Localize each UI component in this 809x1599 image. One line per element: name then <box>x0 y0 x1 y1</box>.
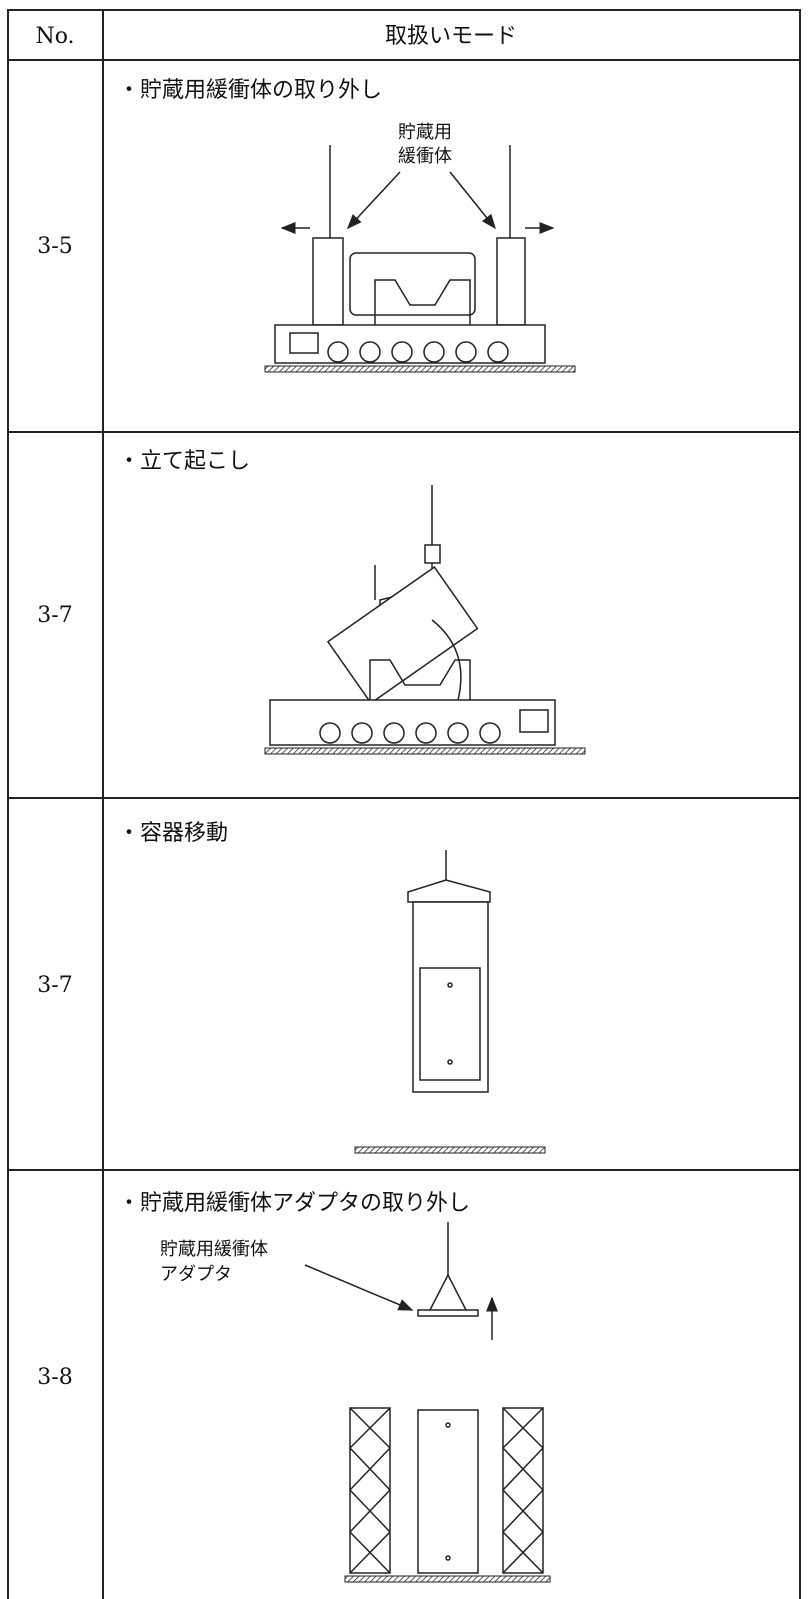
table-grid <box>7 9 801 1599</box>
diagram-label: アダプタ <box>160 1264 232 1285</box>
row-mode: ・貯蔵用緩衝体アダプタの取り外し <box>118 1191 470 1216</box>
diagram-adapter-removal <box>304 1222 551 1583</box>
header-no: No. <box>35 24 74 49</box>
diagram-label: 緩衝体 <box>398 146 452 167</box>
row-mode: ・容器移動 <box>118 821 228 846</box>
header-mode: 取扱いモード <box>385 24 517 49</box>
row-no: 3-7 <box>37 973 72 998</box>
row-no: 3-8 <box>37 1365 72 1390</box>
row-no: 3-7 <box>37 603 72 628</box>
row-mode: ・貯蔵用緩衝体の取り外し <box>118 78 382 103</box>
row-mode: ・立て起こし <box>118 449 250 474</box>
diagram-label: 貯蔵用緩衝体 <box>160 1239 268 1260</box>
diagram-cask-move <box>354 850 546 1154</box>
diagram-uprighting <box>264 485 586 755</box>
row-no: 3-5 <box>37 234 72 259</box>
diagram-buffer-removal <box>264 145 576 373</box>
diagram-label: 貯蔵用 <box>398 122 452 143</box>
